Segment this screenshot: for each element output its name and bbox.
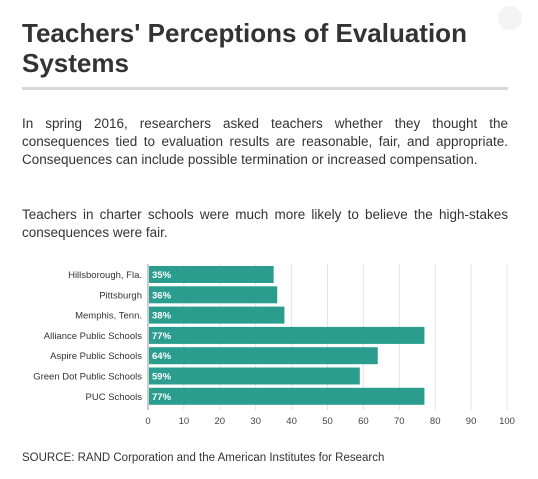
data-label-5: 59%: [152, 372, 172, 383]
category-label-6: PUC Schools: [86, 392, 143, 403]
data-label-1: 36%: [152, 290, 172, 301]
x-tick-label-50: 50: [322, 416, 333, 427]
x-tick-label-100: 100: [499, 416, 515, 427]
bar-3: [149, 326, 425, 344]
category-label-1: Pittsburgh: [99, 290, 142, 301]
data-label-6: 77%: [152, 392, 172, 403]
share-icon[interactable]: [498, 6, 522, 30]
description-paragraph-2: Teachers in charter schools were much mo…: [22, 207, 508, 240]
category-label-2: Memphis, Tenn.: [75, 311, 142, 322]
x-tick-label-10: 10: [179, 416, 190, 427]
data-label-2: 38%: [152, 311, 172, 322]
category-label-3: Alliance Public Schools: [44, 331, 142, 342]
description-paragraph-1: In spring 2016, researchers asked teache…: [22, 116, 508, 167]
category-label-4: Aspire Public Schools: [50, 351, 142, 362]
bar-5: [149, 367, 360, 385]
x-tick-label-70: 70: [394, 416, 405, 427]
bar-1: [149, 286, 278, 304]
data-label-4: 64%: [152, 351, 172, 362]
x-tick-label-40: 40: [286, 416, 297, 427]
category-label-5: Green Dot Public Schools: [33, 372, 142, 383]
data-label-0: 35%: [152, 270, 172, 281]
data-label-3: 77%: [152, 331, 172, 342]
title-divider: [22, 87, 508, 90]
x-tick-label-30: 30: [250, 416, 261, 427]
source-note: SOURCE: RAND Corporation and the America…: [22, 452, 385, 464]
bar-0: [149, 266, 274, 283]
x-tick-label-80: 80: [430, 416, 441, 427]
bar-4: [149, 347, 378, 365]
bar-chart: 0 10 20 30 40 50 60 70 80 90 100 Hillsborough, Fla.…: [33, 264, 515, 427]
x-tick-label-20: 20: [215, 416, 226, 427]
bar-2: [149, 306, 285, 324]
x-tick-label-60: 60: [358, 416, 369, 427]
bar-6: [149, 387, 425, 405]
page-title: Teachers' Perceptions of Evaluation Syst…: [22, 18, 467, 78]
category-label-0: Hillsborough, Fla.: [68, 270, 142, 281]
x-tick-label-0: 0: [145, 416, 150, 427]
x-tick-label-90: 90: [466, 416, 477, 427]
